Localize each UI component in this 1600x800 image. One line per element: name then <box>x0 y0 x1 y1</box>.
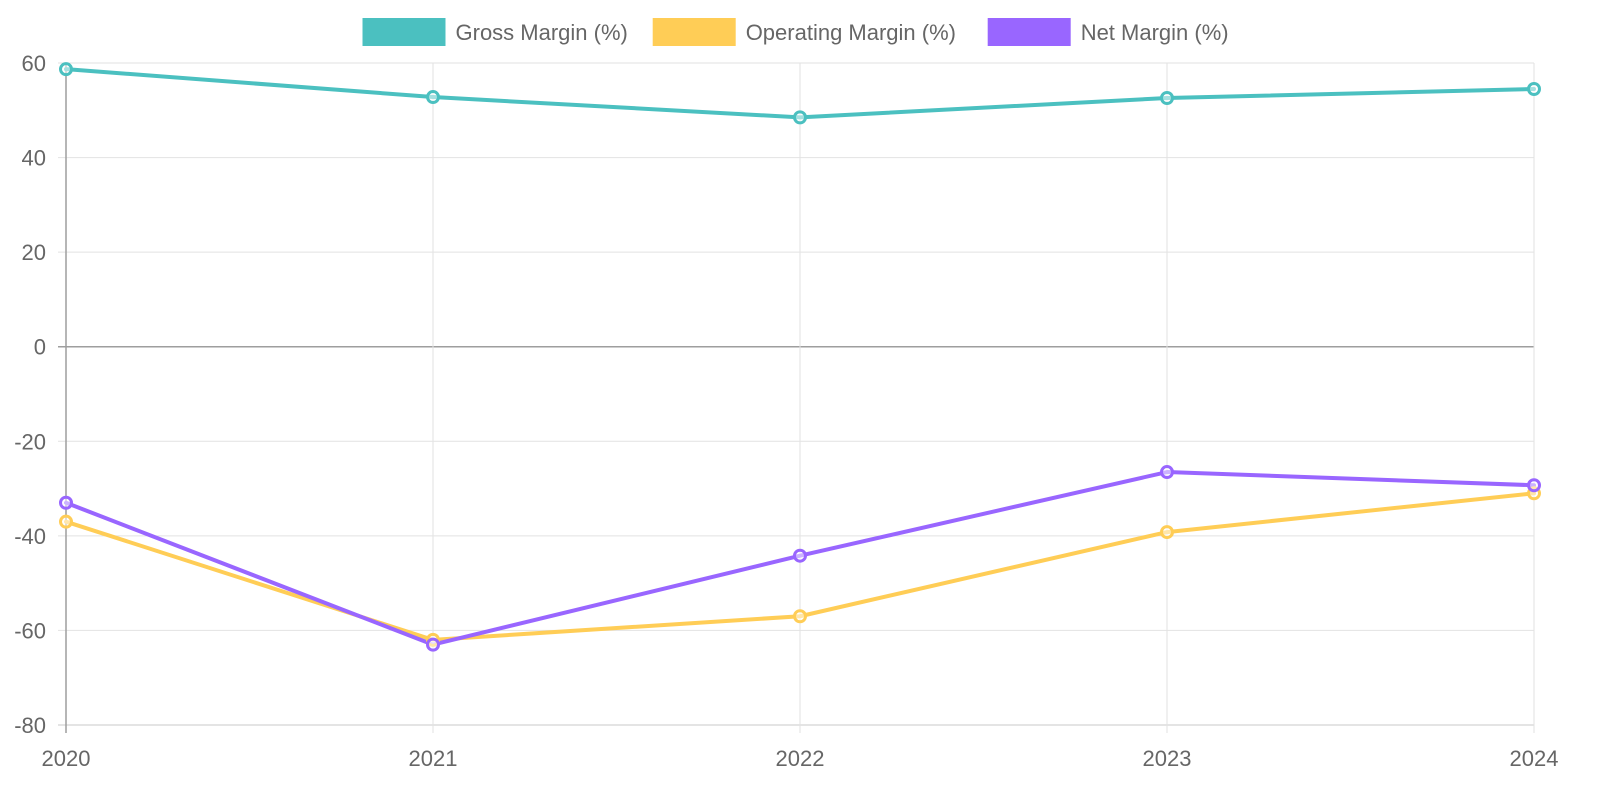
legend-label: Operating Margin (%) <box>746 20 956 45</box>
x-tick-label: 2020 <box>42 746 91 771</box>
data-points <box>59 62 1541 652</box>
y-tick-label: -40 <box>14 524 46 549</box>
data-point <box>59 495 73 510</box>
legend-swatch-2 <box>987 18 1071 46</box>
data-point <box>59 514 73 529</box>
legend: Gross Margin (%) Operating Margin (%) Net … <box>362 18 1229 46</box>
data-point <box>1160 525 1174 540</box>
data-point <box>426 637 440 652</box>
legend-swatch-1 <box>652 18 736 46</box>
y-tick-label: 40 <box>22 146 46 171</box>
axes: 60 40 20 0 -20 -40 -60 -80 2020 2021 2022 2023 2024 <box>14 51 1558 771</box>
x-tick-label: 2024 <box>1510 746 1559 771</box>
data-point <box>793 548 807 563</box>
y-tick-label: -20 <box>14 429 46 454</box>
data-point <box>59 62 73 77</box>
legend-label: Gross Margin (%) <box>456 20 628 45</box>
data-point <box>1160 465 1174 480</box>
y-tick-label: -60 <box>14 618 46 643</box>
y-tick-label: 20 <box>22 240 46 265</box>
data-point <box>1527 82 1541 97</box>
legend-label: Net Margin (%) <box>1081 20 1229 45</box>
grid <box>58 62 1535 733</box>
data-point <box>793 609 807 624</box>
legend-swatch-0 <box>362 18 446 46</box>
data-point <box>1527 478 1541 493</box>
data-point <box>793 110 807 125</box>
y-tick-label: 60 <box>22 51 46 76</box>
x-tick-label: 2023 <box>1143 746 1192 771</box>
x-tick-label: 2022 <box>776 746 825 771</box>
y-tick-label: -80 <box>14 713 46 738</box>
x-tick-label: 2021 <box>409 746 458 771</box>
y-tick-label: 0 <box>34 335 46 360</box>
data-point <box>426 90 440 105</box>
data-point <box>1160 90 1174 105</box>
